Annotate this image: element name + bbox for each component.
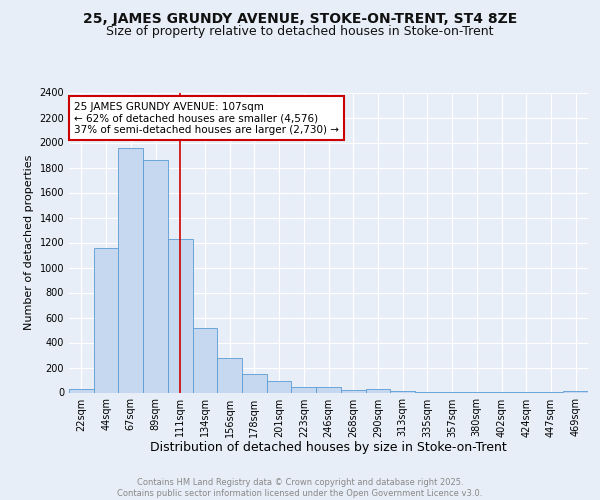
Text: 25 JAMES GRUNDY AVENUE: 107sqm
← 62% of detached houses are smaller (4,576)
37% : 25 JAMES GRUNDY AVENUE: 107sqm ← 62% of …	[74, 102, 339, 134]
Bar	[365, 390, 390, 392]
Bar	[341, 390, 365, 392]
Bar	[242, 374, 267, 392]
Bar	[217, 358, 242, 392]
Bar	[563, 390, 588, 392]
Bar	[143, 160, 168, 392]
Bar	[292, 387, 316, 392]
Text: 25, JAMES GRUNDY AVENUE, STOKE-ON-TRENT, ST4 8ZE: 25, JAMES GRUNDY AVENUE, STOKE-ON-TRENT,…	[83, 12, 517, 26]
Bar	[94, 248, 118, 392]
Y-axis label: Number of detached properties: Number of detached properties	[24, 155, 34, 330]
Text: Size of property relative to detached houses in Stoke-on-Trent: Size of property relative to detached ho…	[106, 25, 494, 38]
Bar	[390, 390, 415, 392]
Bar	[316, 387, 341, 392]
Text: Contains HM Land Registry data © Crown copyright and database right 2025.
Contai: Contains HM Land Registry data © Crown c…	[118, 478, 482, 498]
Bar	[69, 390, 94, 392]
X-axis label: Distribution of detached houses by size in Stoke-on-Trent: Distribution of detached houses by size …	[150, 441, 507, 454]
Bar	[193, 328, 217, 392]
Bar	[118, 148, 143, 392]
Bar	[267, 381, 292, 392]
Bar	[168, 239, 193, 392]
